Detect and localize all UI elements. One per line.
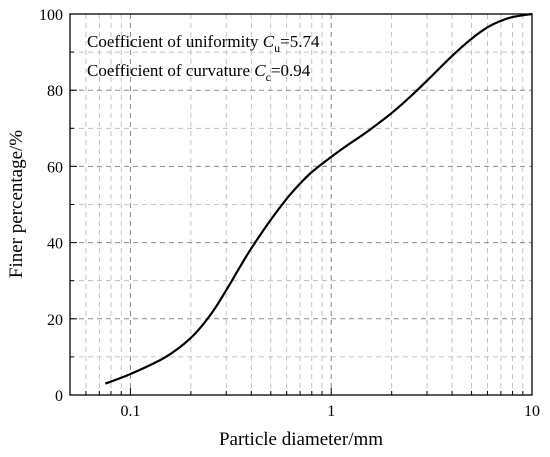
gradation-curve — [104, 12, 533, 385]
plot-frame — [69, 13, 533, 396]
annotation-curvature: Coefficient of curvature Cc=0.94 — [87, 61, 311, 84]
annotation-uniformity-subscript: u — [274, 41, 280, 55]
y-tick-label: 80 — [47, 83, 63, 100]
x-axis-label: Particle diameter/mm — [219, 429, 383, 450]
annotation-curvature-prefix: Coefficient of curvature — [87, 61, 254, 80]
y-tick-label: 40 — [47, 236, 63, 253]
annotation-uniformity-symbol: C — [263, 32, 275, 51]
y-tick-label: 0 — [55, 388, 63, 405]
ticks — [70, 51, 533, 395]
series — [104, 12, 533, 385]
annotation-uniformity-value: =5.74 — [280, 32, 320, 51]
x-tick-label: 10 — [524, 403, 540, 420]
x-tick-label: 0.1 — [120, 403, 140, 420]
y-tick-label: 60 — [47, 159, 63, 176]
annotation-curvature-subscript: c — [266, 70, 271, 84]
x-tick-label: 1 — [327, 403, 335, 420]
annotation-uniformity-prefix: Coefficient of uniformity — [87, 32, 263, 51]
annotation-curvature-value: =0.94 — [271, 61, 311, 80]
y-tick-label: 100 — [39, 7, 63, 24]
y-tick-label: 20 — [47, 312, 63, 329]
y-axis-label: Finer percentage/% — [6, 130, 27, 278]
grid — [70, 14, 532, 395]
annotation-uniformity: Coefficient of uniformity Cu=5.74 — [87, 32, 320, 55]
annotation-curvature-symbol: C — [254, 61, 266, 80]
